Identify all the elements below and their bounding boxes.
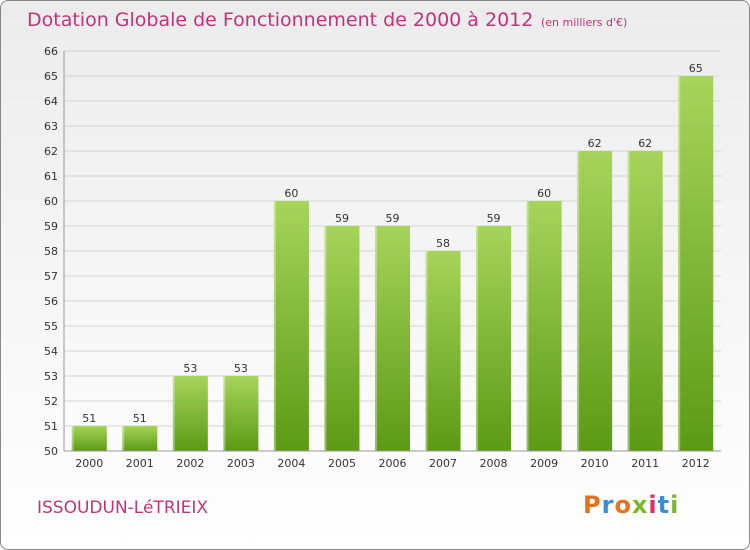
chart-title: Dotation Globale de Fonctionnement de 20… — [27, 9, 534, 31]
logo-letter: r — [601, 491, 615, 519]
bar-highlight — [71, 426, 74, 451]
logo-letter: t — [657, 491, 671, 519]
x-tick-label: 2010 — [581, 457, 609, 470]
bar — [678, 76, 714, 451]
y-tick-label: 59 — [44, 220, 58, 233]
data-label: 60 — [537, 187, 551, 200]
logo-letter: x — [631, 491, 649, 519]
bar-highlight — [577, 151, 580, 451]
bar — [273, 201, 309, 451]
y-tick-label: 57 — [44, 270, 58, 283]
bars: 51 51 53 53 60 59 59 58 59 60 62 62 65 — [71, 62, 714, 451]
bar — [223, 376, 259, 451]
data-label: 62 — [638, 137, 652, 150]
data-label: 53 — [183, 362, 197, 375]
y-tick-label: 55 — [44, 320, 58, 333]
logo-letter: i — [648, 491, 658, 519]
y-tick-label: 53 — [44, 370, 58, 383]
bar-highlight — [425, 251, 428, 451]
bar-highlight — [526, 201, 529, 451]
bar — [324, 226, 360, 451]
proxiti-logo: Proxiti — [583, 491, 679, 519]
data-label: 59 — [487, 212, 501, 225]
data-label: 65 — [689, 62, 703, 75]
x-tick-label: 2005 — [328, 457, 356, 470]
bar — [627, 151, 663, 451]
bar — [71, 426, 107, 451]
x-tick-label: 2000 — [75, 457, 103, 470]
y-tick-label: 63 — [44, 120, 58, 133]
y-tick-label: 64 — [44, 95, 58, 108]
bar-highlight — [678, 76, 681, 451]
x-tick-label: 2004 — [277, 457, 305, 470]
data-label: 51 — [133, 412, 147, 425]
logo-letter: P — [583, 491, 602, 519]
bar — [375, 226, 410, 451]
data-label: 58 — [436, 237, 450, 250]
bar-highlight — [476, 226, 479, 451]
bar-highlight — [375, 226, 377, 451]
data-label: 59 — [386, 212, 400, 225]
y-tick-label: 51 — [44, 420, 58, 433]
y-tick-label: 65 — [44, 70, 58, 83]
y-tick-label: 60 — [44, 195, 58, 208]
bar-highlight — [324, 226, 327, 451]
commune-name: ISSOUDUN-LéTRIEIX — [37, 498, 209, 518]
x-tick-label: 2007 — [429, 457, 457, 470]
data-label: 51 — [82, 412, 96, 425]
y-tick-label: 56 — [44, 295, 58, 308]
data-label: 60 — [284, 187, 298, 200]
data-label: 62 — [588, 137, 602, 150]
logo-letter: o — [614, 491, 632, 519]
bar — [526, 201, 562, 451]
y-tick-label: 66 — [44, 45, 58, 58]
axes: 50 51 52 53 54 55 56 57 58 59 60 61 62 63 64 65 66 2000 20… — [44, 45, 721, 470]
x-tick-label: 2009 — [530, 457, 558, 470]
y-tick-label: 58 — [44, 245, 58, 258]
x-tick-label: 2012 — [682, 457, 710, 470]
bar — [425, 251, 461, 451]
x-tick-label: 2011 — [631, 457, 659, 470]
x-tick-label: 2003 — [227, 457, 255, 470]
data-label: 53 — [234, 362, 248, 375]
bar — [122, 426, 158, 451]
y-tick-label: 54 — [44, 345, 58, 358]
bar — [577, 151, 613, 451]
y-tick-label: 62 — [44, 145, 58, 158]
bar-highlight — [172, 376, 175, 451]
bar — [476, 226, 512, 451]
x-tick-label: 2001 — [126, 457, 154, 470]
bar-highlight — [627, 151, 630, 451]
x-tick-label: 2008 — [480, 457, 508, 470]
y-tick-label: 61 — [44, 170, 58, 183]
y-tick-label: 50 — [44, 445, 58, 458]
bar-highlight — [223, 376, 226, 451]
x-tick-label: 2002 — [176, 457, 204, 470]
data-label: 59 — [335, 212, 349, 225]
bar — [172, 376, 208, 451]
bar-highlight — [273, 201, 276, 451]
logo-letter: i — [670, 491, 680, 519]
y-tick-label: 52 — [44, 395, 58, 408]
chart-subtitle: (en milliers d'€) — [541, 16, 628, 29]
bar-highlight — [122, 426, 125, 451]
x-tick-label: 2006 — [379, 457, 407, 470]
